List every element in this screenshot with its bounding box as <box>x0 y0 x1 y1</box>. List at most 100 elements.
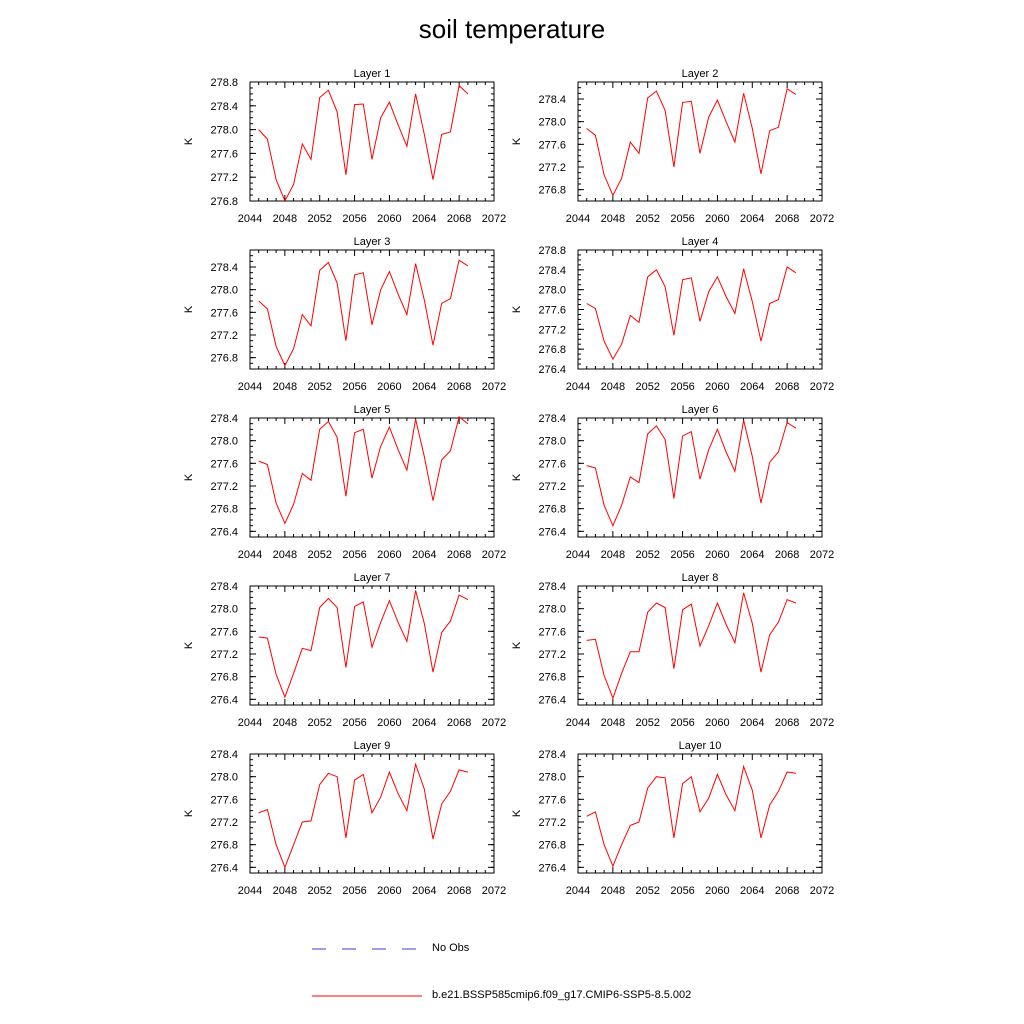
data-point <box>621 673 622 674</box>
data-point <box>345 496 346 497</box>
data-point <box>638 153 639 154</box>
data-point <box>760 341 761 342</box>
y-tick-label: 277.6 <box>538 626 566 638</box>
y-axis-label: K <box>511 137 523 145</box>
data-point <box>406 470 407 471</box>
y-tick-label: 278.4 <box>210 749 238 761</box>
data-point <box>276 179 277 180</box>
legend-no-obs-label: No Obs <box>432 942 470 954</box>
y-tick-label: 278.0 <box>538 772 566 784</box>
y-tick-label: 277.6 <box>538 458 566 470</box>
y-tick-label: 276.4 <box>210 862 238 874</box>
data-point <box>258 460 259 461</box>
data-point <box>328 262 329 263</box>
x-tick-label: 2056 <box>670 381 694 393</box>
data-point <box>726 121 727 122</box>
data-point <box>630 315 631 316</box>
y-tick-label: 278.0 <box>538 285 566 297</box>
data-point <box>665 607 666 608</box>
data-point <box>267 638 268 639</box>
data-point <box>267 464 268 465</box>
data-point <box>380 289 381 290</box>
x-tick-label: 2068 <box>447 717 471 729</box>
data-point <box>319 97 320 98</box>
data-point <box>310 650 311 651</box>
data-point <box>630 651 631 652</box>
y-axis-label: K <box>511 809 523 817</box>
data-point <box>459 594 460 595</box>
data-point <box>586 303 587 304</box>
data-point <box>310 159 311 160</box>
data-point <box>284 365 285 366</box>
panel-8: Layer 8 2044 2048 2052 2056 2060 2064 2068 2072 2… <box>511 572 834 729</box>
data-point <box>673 498 674 499</box>
data-point <box>787 422 788 423</box>
panel-title: Layer 9 <box>354 740 391 752</box>
data-point <box>380 117 381 118</box>
x-tick-label: 2064 <box>740 381 764 393</box>
data-point <box>734 642 735 643</box>
y-tick-label: 277.2 <box>538 324 566 336</box>
data-point <box>769 130 770 131</box>
data-point <box>337 282 338 283</box>
data-point <box>432 672 433 673</box>
x-tick-label: 2052 <box>635 549 659 561</box>
y-tick-label: 277.6 <box>210 458 238 470</box>
data-point <box>398 294 399 295</box>
data-point <box>682 436 683 437</box>
x-tick-label: 2060 <box>377 213 401 225</box>
data-point <box>795 602 796 603</box>
data-point <box>778 299 779 300</box>
y-tick-label: 276.4 <box>538 526 566 538</box>
data-point <box>293 844 294 845</box>
y-tick-label: 278.0 <box>210 125 238 137</box>
data-point <box>354 104 355 105</box>
y-tick-label: 276.8 <box>538 504 566 516</box>
data-point <box>595 639 596 640</box>
panel-2: Layer 2 2044 2048 2052 2056 2060 2064 2068 2072 2… <box>511 68 834 225</box>
x-tick-label: 2056 <box>342 213 366 225</box>
series-line <box>258 416 469 525</box>
data-point <box>795 94 796 95</box>
data-point <box>665 439 666 440</box>
panel-title: Layer 4 <box>682 236 719 248</box>
data-point <box>258 129 259 130</box>
data-point <box>293 184 294 185</box>
data-point <box>656 776 657 777</box>
x-tick-label: 2056 <box>670 717 694 729</box>
x-tick-label: 2064 <box>412 717 436 729</box>
panel-title: Layer 2 <box>682 68 719 80</box>
x-tick-label: 2044 <box>238 381 262 393</box>
data-point <box>682 279 683 280</box>
data-point <box>647 611 648 612</box>
data-point <box>354 779 355 780</box>
x-tick-label: 2060 <box>705 885 729 897</box>
y-tick-label: 278.4 <box>538 581 566 593</box>
data-point <box>595 308 596 309</box>
data-point <box>337 776 338 777</box>
data-point <box>432 179 433 180</box>
x-tick-label: 2068 <box>775 717 799 729</box>
y-tick-label: 277.6 <box>210 794 238 806</box>
data-point <box>769 303 770 304</box>
data-point <box>604 505 605 506</box>
data-point <box>467 423 468 424</box>
data-point <box>354 274 355 275</box>
y-tick-label: 276.4 <box>538 694 566 706</box>
panel-10: Layer 10 2044 2048 2052 2056 2060 2064 2068 2072… <box>511 740 834 897</box>
data-point <box>398 793 399 794</box>
y-tick-label: 277.2 <box>538 649 566 661</box>
y-tick-label: 278.0 <box>538 117 566 129</box>
data-point <box>638 821 639 822</box>
data-point <box>699 321 700 322</box>
data-point <box>267 308 268 309</box>
data-point <box>450 791 451 792</box>
data-point <box>586 640 587 641</box>
y-tick-label: 276.8 <box>210 504 238 516</box>
x-tick-label: 2064 <box>412 885 436 897</box>
x-tick-label: 2056 <box>342 381 366 393</box>
data-point <box>621 178 622 179</box>
x-tick-label: 2044 <box>566 213 590 225</box>
data-point <box>717 774 718 775</box>
